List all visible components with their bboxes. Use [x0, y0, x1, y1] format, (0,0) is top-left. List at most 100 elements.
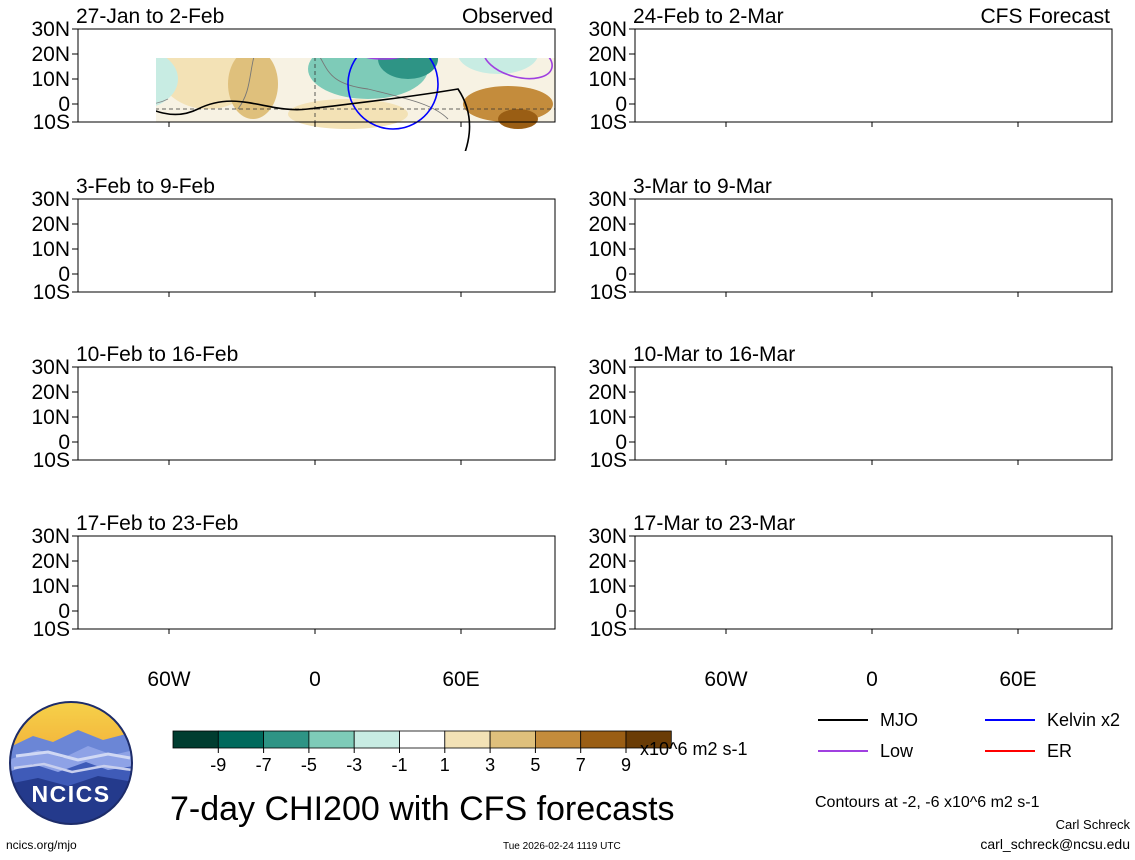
colorbar-tick-label: -5 — [301, 755, 317, 775]
lat-tick-label: 30N — [588, 18, 627, 41]
period-label: 10-Feb to 16-Feb — [76, 343, 238, 366]
panel-background — [635, 536, 1112, 629]
author-email[interactable]: carl_schreck@ncsu.edu — [980, 836, 1130, 852]
colorbar-swatch — [353, 730, 400, 749]
lat-tick-label: 10S — [33, 618, 70, 641]
lat-tick-label: 20N — [31, 43, 70, 66]
lat-tick-label: 20N — [31, 381, 70, 404]
colorbar-tick-label: -3 — [346, 755, 362, 775]
site-url[interactable]: ncics.org/mjo — [6, 838, 77, 852]
lat-tick-label: 0 — [615, 263, 627, 286]
logo-text: NCICS — [31, 781, 110, 807]
colorbar-swatch — [580, 730, 627, 749]
colorbar-swatch — [489, 730, 536, 749]
lat-tick-label: 10S — [590, 618, 627, 641]
contour-note: Contours at -2, -6 x10^6 m2 s-1 — [815, 794, 1040, 811]
colorbar-swatch — [399, 730, 446, 749]
lat-tick-label: 0 — [58, 263, 70, 286]
period-label: 3-Feb to 9-Feb — [76, 175, 215, 198]
legend-label: ER — [1047, 741, 1072, 761]
lat-tick-label: 20N — [588, 550, 627, 573]
lat-tick-label: 20N — [31, 550, 70, 573]
anomaly-blob — [498, 109, 538, 129]
lat-tick-label: 10S — [590, 281, 627, 304]
panel-frame — [634, 366, 1113, 461]
lat-tick-label: 20N — [588, 213, 627, 236]
lat-tick-label: 30N — [31, 18, 70, 41]
legend: MJO Kelvin x2 Low ER Contours at -2, -6 x10^… — [815, 710, 1120, 811]
lon-tick-label: 60W — [704, 668, 747, 691]
lat-tick-label: 30N — [31, 188, 70, 211]
colorbar-swatch — [625, 730, 672, 749]
panel-frame — [634, 535, 1113, 630]
panel-frame — [77, 198, 556, 293]
lat-tick-label: 10S — [33, 449, 70, 472]
anomaly-blob — [156, 58, 178, 106]
colorbar-tick-label: 3 — [485, 755, 495, 775]
lat-tick-label: 0 — [615, 93, 627, 116]
colorbar-tick-label: 7 — [576, 755, 586, 775]
lat-tick-label: 30N — [588, 188, 627, 211]
colorbar: -9 -7 -5 -3 -1 1 3 5 7 9 x10^6 m2 s-1 — [172, 730, 748, 775]
lat-tick-label: 0 — [58, 93, 70, 116]
lat-tick-label: 20N — [588, 43, 627, 66]
lat-tick-label: 10N — [588, 575, 627, 598]
lon-tick-label: 60E — [442, 668, 479, 691]
lat-tick-label: 30N — [31, 356, 70, 379]
panel-background — [78, 367, 555, 460]
panel-background — [635, 367, 1112, 460]
lat-tick-label: 10N — [31, 238, 70, 261]
colorbar-swatch — [217, 730, 265, 749]
lat-tick-label: 10N — [588, 406, 627, 429]
lat-tick-label: 30N — [31, 525, 70, 548]
period-label: 3-Mar to 9-Mar — [633, 175, 772, 198]
panel-background — [635, 29, 1112, 122]
panel-frame — [77, 28, 556, 123]
lat-tick-label: 10S — [33, 281, 70, 304]
panel-background — [635, 199, 1112, 292]
period-label: 27-Jan to 2-Feb — [76, 5, 224, 28]
period-label: 24-Feb to 2-Mar — [633, 5, 784, 28]
colorbar-swatch — [444, 730, 491, 749]
lon-tick-label: 60E — [999, 668, 1036, 691]
panel-frame — [77, 535, 556, 630]
legend-label: Kelvin x2 — [1047, 710, 1120, 730]
lat-tick-label: 10S — [33, 111, 70, 134]
wave-contour — [156, 88, 471, 151]
panel-background — [78, 536, 555, 629]
figure-title: 7-day CHI200 with CFS forecasts — [170, 790, 675, 828]
colorbar-tick-label: 1 — [440, 755, 450, 775]
lat-tick-label: 0 — [58, 431, 70, 454]
lat-tick-label: 0 — [58, 600, 70, 623]
period-label: 17-Feb to 23-Feb — [76, 512, 238, 535]
colorbar-swatch — [172, 730, 219, 749]
lat-tick-label: 30N — [588, 356, 627, 379]
colorbar-tick-label: -7 — [256, 755, 272, 775]
colorbar-units: x10^6 m2 s-1 — [640, 739, 748, 759]
wave-contour — [715, 297, 775, 309]
lat-tick-label: 10S — [590, 111, 627, 134]
lon-tick-label: 0 — [866, 668, 878, 691]
legend-label: Low — [880, 741, 914, 761]
lat-tick-label: 10N — [31, 68, 70, 91]
anomaly-blob — [228, 58, 278, 119]
lat-tick-label: 10N — [31, 575, 70, 598]
panel-frame — [634, 28, 1113, 123]
lat-tick-label: 10S — [590, 449, 627, 472]
panel-frame — [634, 198, 1113, 293]
legend-label: MJO — [880, 710, 918, 730]
anomaly-blob — [458, 58, 538, 74]
lat-tick-label: 0 — [615, 431, 627, 454]
wave-contour — [366, 58, 400, 60]
panel-frame — [77, 366, 556, 461]
lat-tick-label: 20N — [31, 213, 70, 236]
panel-background — [78, 199, 555, 292]
